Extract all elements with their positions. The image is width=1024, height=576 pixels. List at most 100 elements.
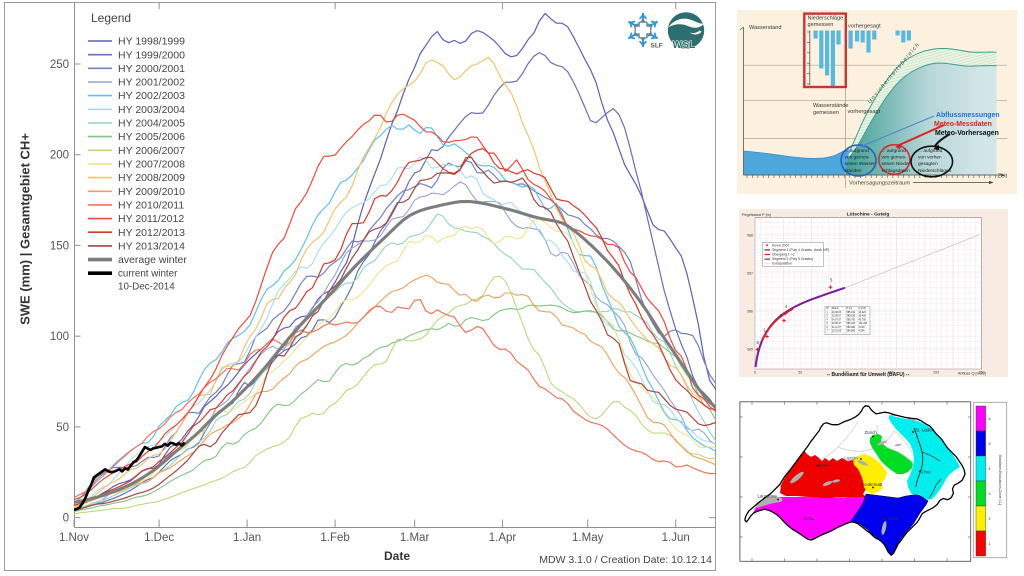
svg-text:HY 2010/2011: HY 2010/2011: [118, 200, 184, 212]
svg-text:Date: Date: [384, 549, 410, 563]
svg-text:586.420: 586.420: [847, 322, 856, 325]
svg-text:gemessen: gemessen: [808, 22, 834, 28]
svg-text:... aufgrund: ... aufgrund: [918, 148, 943, 154]
svg-text:gemessen: gemessen: [813, 110, 839, 116]
svg-text:50: 50: [56, 422, 69, 434]
svg-text:average winter: average winter: [118, 254, 187, 266]
svg-text:vorhergesagt: vorhergesagt: [848, 24, 881, 30]
svg-text:586: 586: [747, 310, 753, 314]
svg-text:current winter: current winter: [118, 268, 178, 279]
svg-text:09.08.07: 09.08.07: [832, 322, 842, 325]
svg-text:... aufgrund: ... aufgrund: [882, 148, 907, 154]
svg-text:Zürich: Zürich: [865, 430, 878, 435]
svg-text:HY 2000/2001: HY 2000/2001: [118, 63, 185, 75]
svg-text:588: 588: [747, 234, 753, 238]
svg-text:50: 50: [798, 371, 802, 375]
svg-text:HY 2012/2013: HY 2012/2013: [118, 227, 185, 239]
svg-text:101.290: 101.290: [859, 322, 868, 325]
svg-text:HY 2004/2005: HY 2004/2005: [118, 118, 185, 130]
svg-text:Zeit: Zeit: [998, 173, 1008, 179]
svg-text:Legend: Legend: [91, 11, 131, 25]
svg-text:Segment 2 (Poly 5 Grades): Segment 2 (Poly 5 Grades): [772, 257, 813, 261]
svg-text:16.420: 16.420: [859, 311, 867, 314]
svg-text:senen Wasser-: senen Wasser-: [845, 161, 877, 167]
svg-text:1.Jan: 1.Jan: [233, 532, 261, 544]
svg-text:30.430: 30.430: [859, 315, 867, 318]
svg-text:WSL: WSL: [673, 40, 696, 51]
svg-text:Übergang 1->2: Übergang 1->2: [772, 253, 795, 257]
svg-text:1: 1: [989, 542, 991, 546]
svg-text:SLF: SLF: [651, 43, 663, 50]
svg-text:250: 250: [50, 59, 69, 71]
svg-text:Luzern: Luzern: [844, 455, 858, 460]
svg-text:Wasserstand: Wasserstand: [749, 25, 781, 31]
svg-text:585.760: 585.760: [847, 318, 856, 321]
svg-text:Bern: Bern: [819, 463, 829, 468]
svg-text:6: 6: [989, 417, 991, 421]
svg-text:4: 4: [989, 467, 991, 471]
svg-text:585: 585: [747, 348, 753, 352]
svg-text:SWE (mm) | Gesamtgebiet CH+: SWE (mm) | Gesamtgebiet CH+: [18, 133, 33, 325]
svg-text:8: 8: [757, 340, 760, 345]
svg-text:HY 2008/2009: HY 2008/2009: [118, 172, 185, 184]
svg-text:1: 1: [827, 311, 829, 314]
svg-text:5: 5: [827, 322, 829, 325]
svg-text:584.960: 584.960: [847, 326, 856, 329]
svg-text:Locarno: Locarno: [883, 516, 899, 521]
svg-text:5: 5: [989, 442, 991, 446]
svg-text:100: 100: [50, 331, 69, 343]
svg-text:40.790: 40.790: [859, 318, 867, 321]
svg-text:Wasserstände: Wasserstände: [813, 103, 849, 109]
svg-text:3.020: 3.020: [859, 326, 866, 329]
svg-text:HY 2013/2014: HY 2013/2014: [118, 241, 185, 253]
svg-text:Andermatt: Andermatt: [862, 482, 883, 487]
svg-text:2: 2: [827, 315, 829, 318]
svg-text:1.Apr: 1.Apr: [489, 532, 517, 544]
svg-text:HY 2006/2007: HY 2006/2007: [118, 145, 185, 157]
svg-text:Abfluss Q [m3/s]: Abfluss Q [m3/s]: [958, 372, 986, 376]
svg-text:HY 2001/2002: HY 2001/2002: [118, 77, 185, 89]
svg-text:schlagsdaten: schlagsdaten: [882, 168, 911, 174]
svg-text:10-Dec-2014: 10-Dec-2014: [118, 281, 175, 292]
svg-text:Niederschläge: Niederschläge: [808, 16, 844, 22]
svg-text:1.Dec: 1.Dec: [144, 532, 174, 544]
svg-text:22.01.08: 22.01.08: [832, 330, 842, 333]
svg-text:HY 2002/2003: HY 2002/2003: [118, 90, 185, 102]
svg-text:1.Mar: 1.Mar: [400, 532, 430, 544]
svg-text:4: 4: [827, 318, 829, 321]
svg-text:6: 6: [827, 326, 829, 329]
svg-text:585.190: 585.190: [847, 311, 856, 314]
svg-text:HY 2011/2012: HY 2011/2012: [118, 213, 184, 225]
svg-text:ständen: ständen: [845, 168, 862, 174]
svg-text:Lausanne: Lausanne: [758, 494, 778, 499]
svg-text:senen Nieder-: senen Nieder-: [882, 161, 913, 167]
svg-text:Abflussmessungen: Abflussmessungen: [936, 112, 1000, 119]
svg-text:04.07.07: 04.07.07: [832, 318, 842, 321]
svg-text:HY 2005/2006: HY 2005/2006: [118, 131, 185, 143]
svg-text:HY 2007/2008: HY 2007/2008: [118, 159, 185, 171]
svg-text:4: 4: [785, 304, 788, 309]
svg-text:gesagten: gesagten: [918, 161, 938, 167]
svg-text:0: 0: [754, 371, 756, 375]
svg-text:von gemes-: von gemes-: [845, 156, 870, 161]
svg-text:Sion: Sion: [803, 516, 812, 521]
svg-text:P [m]: P [m]: [847, 307, 853, 310]
svg-text:von gemes-: von gemes-: [882, 156, 907, 161]
svg-text:Chur: Chur: [921, 469, 931, 474]
svg-text:Gewässer-Evaluations-Zonen [1-: Gewässer-Evaluations-Zonen [1-]: [998, 455, 1002, 506]
svg-text:... aufgrund: ... aufgrund: [845, 148, 870, 154]
svg-text:Segment 1 (Poly 4 Grades, durc: Segment 1 (Poly 4 Grades, durch NP): [772, 248, 829, 252]
svg-text:200: 200: [933, 371, 939, 375]
svg-text:1.Jun: 1.Jun: [662, 532, 690, 544]
svg-text:584.860: 584.860: [847, 330, 856, 333]
svg-text:1.Feb: 1.Feb: [320, 532, 349, 544]
svg-text:0: 0: [63, 513, 69, 525]
svg-text:585.630: 585.630: [847, 315, 856, 318]
svg-text:23.05.07: 23.05.07: [832, 315, 842, 318]
svg-text:Q [m3]: Q [m3]: [859, 307, 867, 310]
svg-text:250: 250: [979, 371, 985, 375]
svg-text:1.Nov: 1.Nov: [59, 532, 89, 544]
svg-text:Meteo-Messdaten: Meteo-Messdaten: [934, 121, 992, 128]
svg-text:2: 2: [780, 313, 783, 318]
svg-text:587: 587: [747, 272, 753, 276]
